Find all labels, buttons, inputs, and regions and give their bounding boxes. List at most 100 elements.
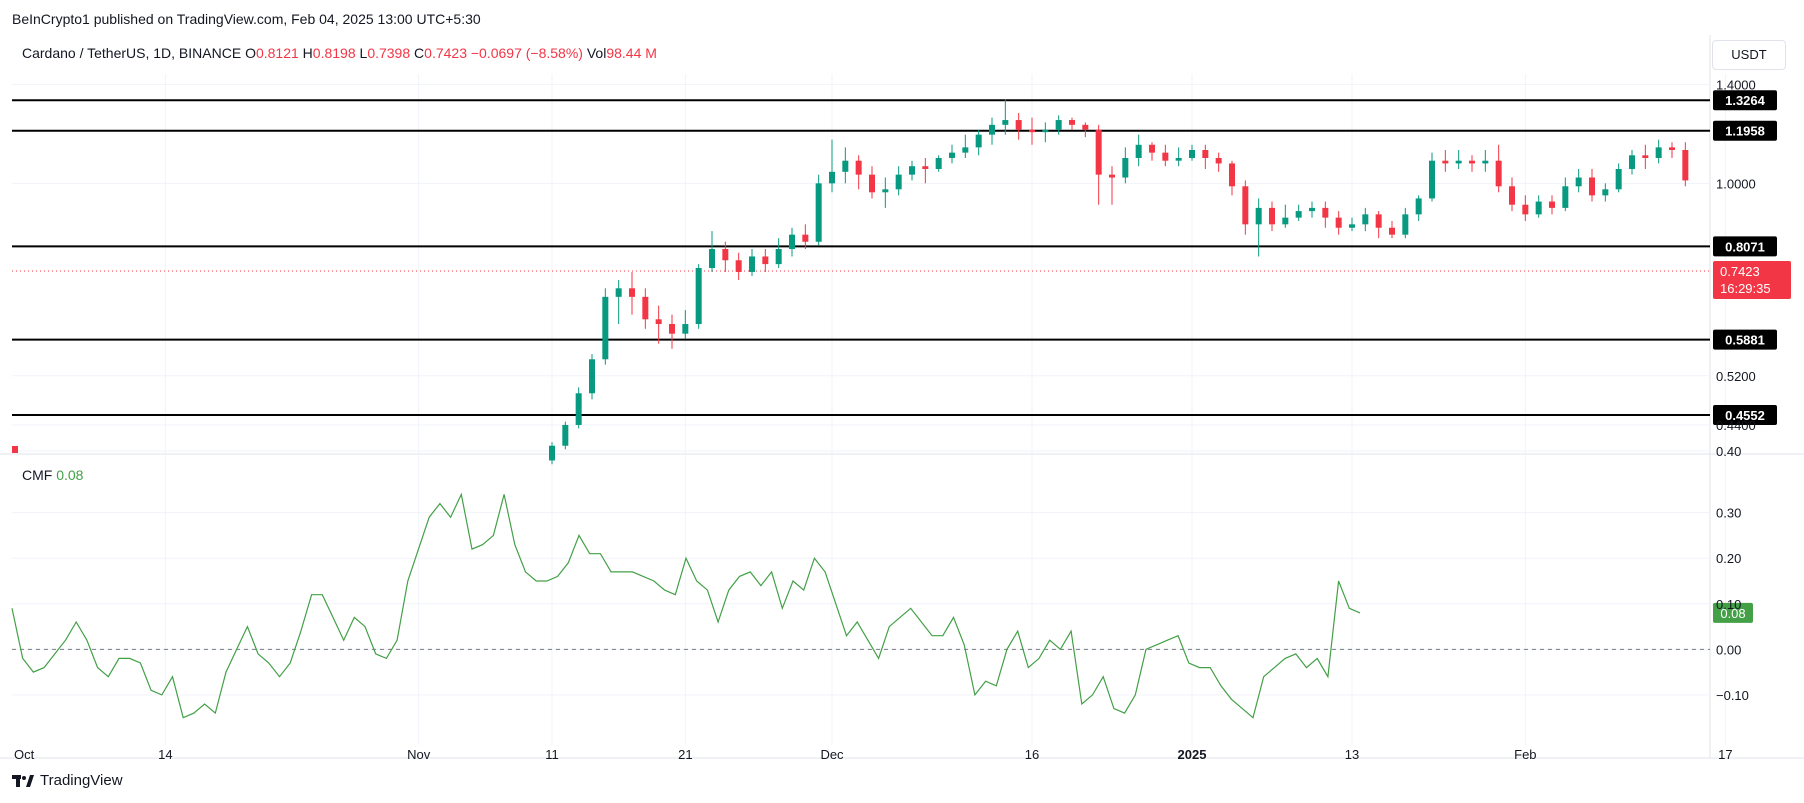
candle-down (1509, 186, 1515, 205)
price-tick-label: 0.5200 (1716, 369, 1756, 384)
candle-down (1335, 217, 1342, 228)
cmf-tick-label: 0.10 (1716, 597, 1741, 612)
time-tick-label: 21 (678, 747, 692, 762)
candle-up (709, 249, 715, 269)
candle-up (1175, 157, 1182, 161)
candle-down (1549, 201, 1555, 208)
price-level-label: 0.5881 (1725, 333, 1765, 348)
candle-down (1375, 214, 1382, 228)
candle-up (1189, 149, 1195, 158)
candle-down (855, 160, 862, 175)
cmf-line (11, 492, 1361, 719)
candle-up (895, 174, 902, 190)
cmf-value-tag (1713, 602, 1753, 623)
countdown-timer: 16:29:35 (1720, 281, 1771, 296)
candle-up (1362, 214, 1369, 225)
candle-up (1349, 224, 1355, 228)
candle-down (735, 260, 742, 272)
candle-down (762, 256, 769, 265)
time-tick-label: Nov (407, 747, 431, 762)
price-tick-label: 1.4000 (1716, 77, 1756, 92)
candle-up (989, 124, 995, 135)
cmf-legend: CMF 0.08 (22, 467, 83, 483)
candle-up (695, 268, 702, 325)
candle-down (1682, 149, 1689, 181)
candle-down (1162, 152, 1169, 161)
candle-up (1122, 157, 1129, 178)
candle-up (1575, 177, 1582, 187)
time-tick-label: Feb (1514, 747, 1536, 762)
candle-down (722, 249, 729, 261)
candle-down (12, 446, 18, 453)
price-level-label: 1.1958 (1725, 124, 1765, 139)
candle-down (1202, 149, 1209, 158)
candle-up (975, 134, 982, 148)
candle-up (1002, 120, 1009, 125)
tradingview-brand[interactable]: TradingView (12, 772, 123, 789)
candle-down (802, 234, 809, 242)
time-tick-label: 13 (1345, 747, 1359, 762)
currency-button[interactable]: USDT (1712, 40, 1786, 70)
candle-down (1669, 147, 1675, 150)
close-label: C (414, 45, 425, 61)
candle-up (829, 171, 835, 184)
price-level-tag (1713, 120, 1777, 141)
candle-down (1082, 124, 1089, 130)
candle-down (669, 324, 675, 334)
candle-up (1295, 211, 1302, 218)
candle-down (629, 288, 635, 297)
publisher-line: BeInCrypto1 published on TradingView.com… (12, 11, 481, 27)
time-tick-label: 16 (1025, 747, 1039, 762)
time-tick-label: Oct (14, 747, 35, 762)
price-level-tag (1713, 90, 1777, 111)
candle-up (682, 324, 689, 334)
open-value: 0.8121 (255, 45, 299, 61)
time-tick-label: 11 (545, 747, 559, 762)
candle-up (749, 256, 755, 272)
high-value: 0.8198 (312, 45, 356, 61)
candle-down (1095, 129, 1102, 175)
candle-up (1629, 155, 1635, 169)
candle-down (1495, 160, 1502, 187)
cmf-tick-label: 0.30 (1716, 506, 1741, 521)
candle-down (1589, 177, 1595, 196)
symbol-name[interactable]: Cardano / TetherUS, 1D, BINANCE (22, 45, 242, 61)
candle-up (1135, 144, 1142, 158)
candle-up (1615, 168, 1622, 190)
candle-down (1109, 174, 1115, 178)
candle-down (869, 174, 875, 193)
price-tick-label: 0.4400 (1716, 418, 1756, 433)
candle-up (949, 152, 955, 158)
candle-down (1522, 204, 1529, 215)
candle-up (562, 424, 569, 446)
candle-up (882, 189, 889, 193)
candle-up (962, 147, 969, 153)
time-tick-label: 2025 (1178, 747, 1207, 762)
price-tick-label: 1.0000 (1716, 176, 1756, 191)
candle-up (842, 160, 849, 172)
symbol-legend: Cardano / TetherUS, 1D, BINANCE O0.8121 … (22, 45, 657, 61)
price-tick-label: 0.40 (1716, 444, 1741, 459)
candle-up (789, 234, 795, 250)
candle-up (1482, 160, 1489, 164)
candle-up (775, 249, 782, 265)
candle-down (1229, 163, 1235, 187)
candle-up (1055, 120, 1062, 130)
candle-down (1322, 207, 1329, 218)
open-label: O (245, 45, 256, 61)
cmf-legend-value: 0.08 (56, 467, 84, 483)
candle-up (1402, 214, 1409, 235)
candle-down (1069, 120, 1075, 125)
time-tick-label: Dec (820, 747, 844, 762)
candle-up (589, 359, 595, 394)
candle-up (1535, 201, 1542, 215)
candle-down (1242, 186, 1249, 225)
candle-up (909, 166, 915, 175)
candle-up (1042, 129, 1049, 133)
volume-label: Vol (586, 45, 607, 61)
tradingview-wordmark: TradingView (40, 772, 123, 789)
candle-up (1255, 207, 1262, 225)
change-value: −0.0697 (−8.58%) (470, 45, 583, 61)
price-level-label: 1.3264 (1725, 93, 1766, 108)
